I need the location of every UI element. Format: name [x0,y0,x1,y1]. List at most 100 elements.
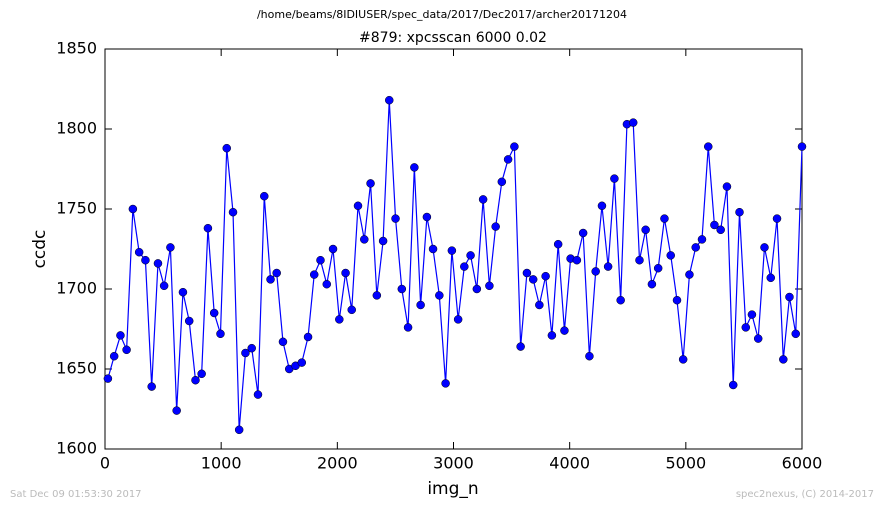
data-point [785,292,794,302]
data-point [585,351,594,361]
y-tick-label: 1650 [56,359,97,378]
data-point [560,326,569,335]
data-point [528,275,538,284]
data-point [516,342,525,351]
y-tick-label: 1700 [56,279,97,298]
data-point [247,343,256,353]
y-tick-label: 1750 [56,199,97,218]
data-point [166,243,175,252]
x-tick-label: 0 [100,454,110,473]
data-point [335,315,344,324]
data-point [222,143,231,153]
data-point [141,255,150,265]
data-point [410,163,419,172]
data-point [779,355,788,364]
data-point [735,207,744,217]
x-tick-label: 4000 [549,454,590,473]
data-point [572,255,582,265]
data-point [772,214,782,223]
data-point [316,255,325,265]
data-point [422,212,432,222]
x-axis-label: img_n [427,479,478,499]
data-point [441,379,450,388]
data-line [107,100,803,430]
data-point [385,95,394,105]
data-point [453,315,463,324]
data-point [228,207,238,217]
suptitle: /home/beams/8IDIUSER/spec_data/2017/Dec2… [257,8,627,21]
data-point [747,310,757,319]
data-point [216,329,225,339]
chart-title: #879: xpcsscan 6000 0.02 [359,30,547,46]
data-point [272,268,281,278]
data-point [578,228,588,238]
data-point [428,244,438,254]
data-point [635,255,644,265]
data-point [203,223,213,233]
data-point [466,251,475,260]
data-point [691,243,700,252]
data-point [447,246,457,255]
data-point [716,225,725,235]
data-point [535,300,544,310]
data-point [522,268,532,278]
data-point [378,236,388,246]
data-point [647,279,657,289]
footer-left: Sat Dec 09 01:53:30 2017 [10,489,142,500]
y-tick-label: 1850 [56,39,97,58]
data-point [197,369,206,379]
data-point [660,214,669,223]
x-tick-label: 1000 [201,454,242,473]
data-point [328,244,338,254]
data-point [153,259,163,268]
data-point [184,316,194,326]
data-point [753,334,763,343]
data-point [722,182,732,191]
data-point [503,155,513,164]
data-point [172,406,181,415]
data-point [191,375,200,385]
data-point [278,337,288,347]
data-point [653,263,663,273]
data-point [641,225,650,235]
data-point [134,247,144,257]
data-point [397,284,407,294]
data-point [122,345,131,355]
data-point [391,214,400,223]
data-point [109,351,119,361]
data-point [309,270,319,279]
data-point [728,380,738,390]
data-point [678,355,688,364]
data-point [403,323,413,332]
data-point [797,142,807,151]
data-point [128,204,138,214]
data-point [541,271,550,281]
data-point [297,358,307,367]
data-point [741,323,751,332]
data-point [791,329,800,339]
footer-right: spec2nexus, (C) 2014-2017 [736,489,874,500]
data-point [353,201,363,211]
data-point [460,262,469,271]
data-point [347,305,356,315]
data-point [766,273,776,283]
data-point [710,220,719,230]
data-point [366,179,375,188]
data-point [760,243,769,252]
data-point [547,331,557,340]
x-tick-label: 3000 [433,454,474,473]
data-point [322,279,332,289]
x-tick-label: 2000 [317,454,358,473]
data-point [103,374,113,383]
data-point [253,390,263,399]
data-point [510,142,519,151]
data-point [260,191,269,201]
data-point [241,348,250,358]
data-point [360,235,369,244]
data-point [472,284,482,294]
data-point [209,308,219,318]
y-tick-label: 1600 [56,439,97,458]
data-point [303,332,313,342]
